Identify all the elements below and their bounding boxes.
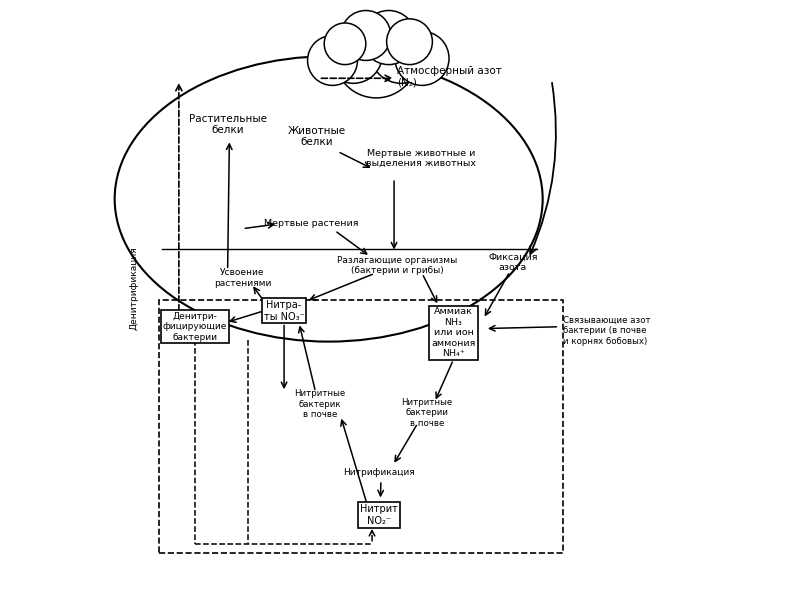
Circle shape [341, 11, 390, 61]
Text: Денитрификация: Денитрификация [129, 246, 138, 330]
Text: Усвоение
растениями: Усвоение растениями [214, 268, 271, 288]
Text: Нитрификация: Нитрификация [343, 468, 415, 477]
Text: Связывающие азот
бактерии (в почве
и корнях бобовых): Связывающие азот бактерии (в почве и кор… [563, 316, 651, 346]
Circle shape [362, 11, 416, 65]
Text: Нитритные
бактерии
в почве: Нитритные бактерии в почве [401, 398, 452, 428]
Text: Атмосферный азот
(N₂): Атмосферный азот (N₂) [397, 66, 502, 88]
Text: Растительные
белки: Растительные белки [189, 114, 266, 136]
Circle shape [307, 35, 358, 85]
Bar [159, 300, 563, 553]
Text: Мертвые животные и
выделения животных: Мертвые животные и выделения животных [366, 149, 476, 168]
Text: Нитритные
бактерик
в почве: Нитритные бактерик в почве [294, 389, 346, 419]
Text: Нитра-
ты NO₃⁻: Нитра- ты NO₃⁻ [264, 300, 305, 322]
Circle shape [324, 25, 382, 83]
Circle shape [324, 23, 366, 65]
Circle shape [370, 21, 432, 83]
Text: Разлагающие организмы
(бактерии и грибы): Разлагающие организмы (бактерии и грибы) [337, 256, 457, 275]
Text: Нитрит
NO₂⁻: Нитрит NO₂⁻ [360, 505, 398, 526]
Text: Животные
белки: Животные белки [288, 126, 346, 148]
Text: Денитри-
фицирующие
бактерии: Денитри- фицирующие бактерии [162, 312, 227, 341]
Text: Фиксация
азота: Фиксация азота [488, 253, 538, 272]
Text: Аммиак
NH₃
или ион
аммония
NH₄⁺: Аммиак NH₃ или ион аммония NH₄⁺ [431, 307, 476, 358]
Text: Мертвые растения: Мертвые растения [263, 220, 358, 229]
Circle shape [334, 14, 418, 98]
Circle shape [386, 19, 432, 65]
Circle shape [395, 31, 449, 85]
